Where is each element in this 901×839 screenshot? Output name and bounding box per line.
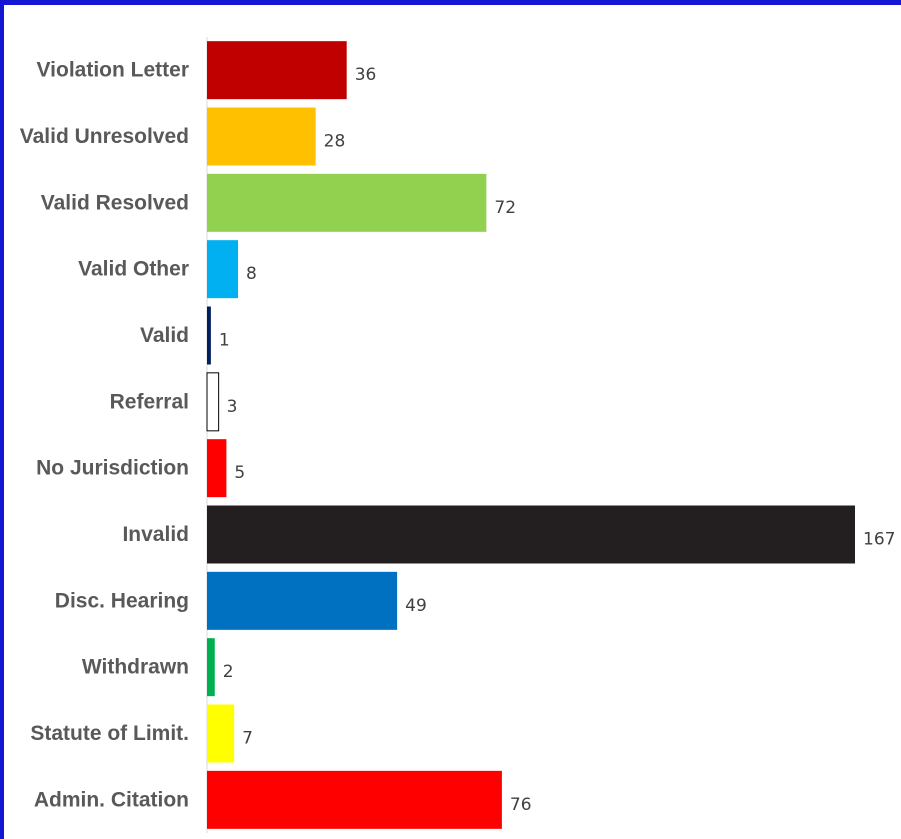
bar-no-jurisdiction (207, 439, 227, 498)
category-label-admin-citation: Admin. Citation (34, 788, 189, 811)
category-label-valid-unresolved: Valid Unresolved (20, 125, 189, 148)
category-label-valid: Valid (140, 324, 189, 347)
value-label-referral: 3 (227, 397, 238, 417)
value-label-statute-of-limit: 7 (242, 729, 253, 749)
category-label-no-jurisdiction: No Jurisdiction (36, 457, 189, 480)
bar-disc-hearing (207, 571, 398, 630)
bar-valid-unresolved (207, 107, 316, 166)
bar-invalid (207, 505, 855, 564)
category-label-referral: Referral (110, 390, 189, 413)
bar-valid-resolved (207, 173, 487, 232)
value-label-valid-other: 8 (246, 264, 257, 284)
category-label-withdrawn: Withdrawn (82, 656, 189, 679)
bar-violation-letter (207, 41, 347, 100)
value-label-valid-unresolved: 28 (324, 132, 346, 152)
bar-admin-citation (207, 770, 502, 829)
bars-group (206, 41, 855, 829)
bar-referral (206, 372, 220, 432)
value-label-disc-hearing: 49 (405, 596, 427, 616)
value-label-invalid: 167 (863, 530, 895, 550)
value-label-violation-letter: 36 (355, 65, 377, 85)
category-label-violation-letter: Violation Letter (37, 59, 189, 82)
value-label-valid-resolved: 72 (494, 198, 516, 218)
value-labels-group: 36 28 72 8 1 3 5 167 49 2 7 76 (219, 65, 896, 815)
category-label-invalid: Invalid (122, 523, 189, 546)
value-label-no-jurisdiction: 5 (234, 463, 245, 483)
bar-statute-of-limit (207, 704, 235, 763)
category-label-disc-hearing: Disc. Hearing (55, 589, 189, 612)
category-label-valid-resolved: Valid Resolved (41, 191, 189, 214)
value-label-admin-citation: 76 (510, 795, 532, 815)
category-labels-group: Violation Letter Valid Unresolved Valid Re… (20, 59, 189, 812)
category-label-statute-of-limit: Statute of Limit. (30, 722, 189, 745)
bar-withdrawn (207, 638, 215, 697)
value-label-valid: 1 (219, 331, 230, 351)
category-label-valid-other: Valid Other (78, 258, 189, 281)
bar-valid-other (207, 240, 239, 299)
value-label-withdrawn: 2 (223, 662, 234, 682)
bar-valid (207, 306, 211, 365)
